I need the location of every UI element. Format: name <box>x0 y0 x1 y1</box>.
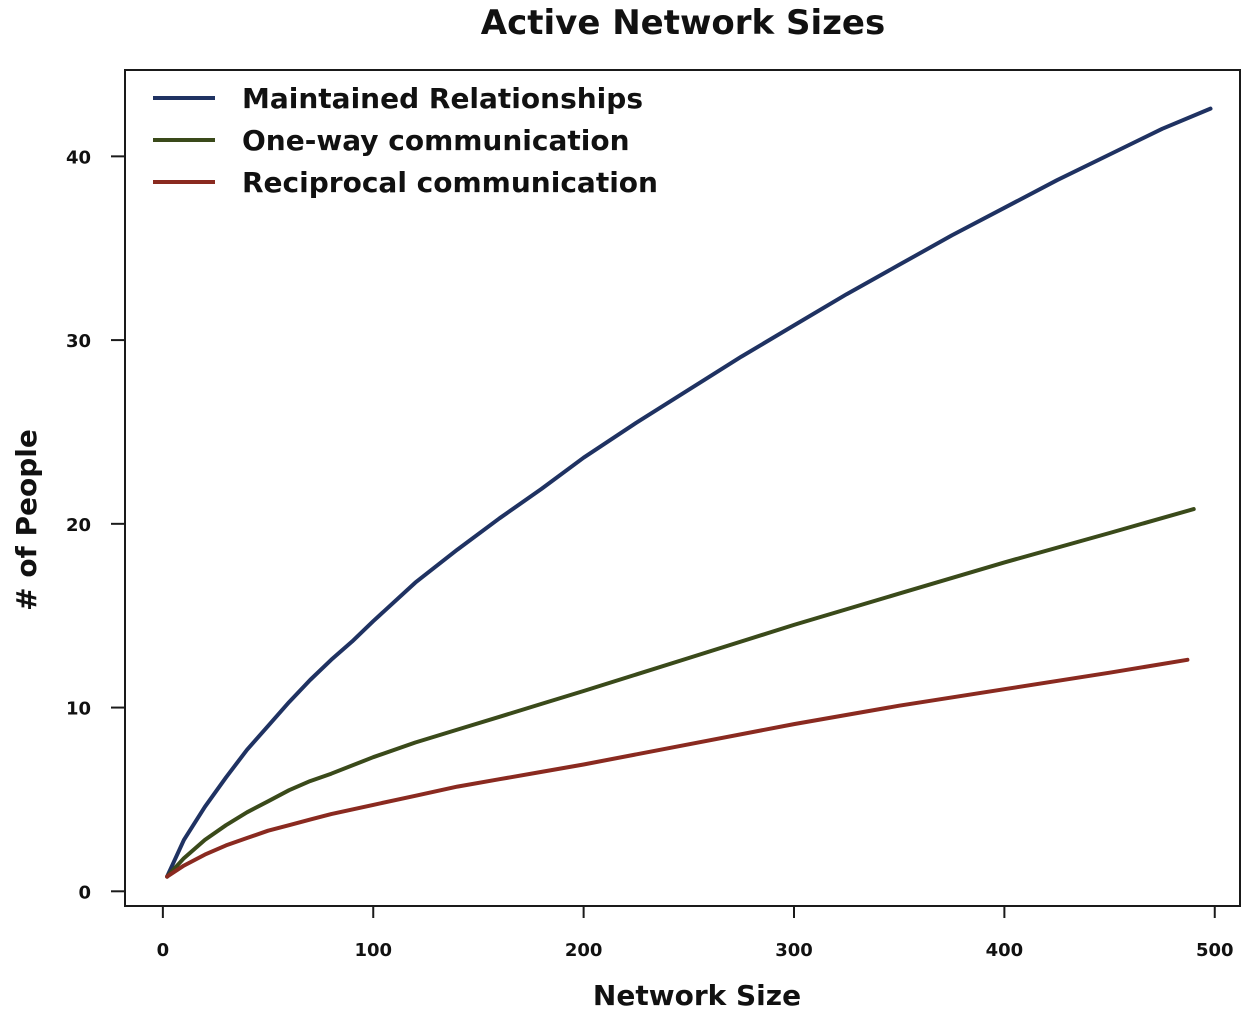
plot-frame <box>124 69 1241 907</box>
y-tick-label: 0 <box>78 882 91 903</box>
y-axis: 0 10 20 30 40 <box>66 147 125 903</box>
y-tick-label: 20 <box>66 515 91 536</box>
x-tick-label: 0 <box>157 940 170 961</box>
x-axis-label: Network Size <box>593 979 801 1012</box>
series-line-3 <box>165 657 1190 879</box>
x-tick-label: 200 <box>565 940 603 961</box>
series-line-1 <box>165 106 1213 879</box>
x-tick-label: 500 <box>1196 940 1234 961</box>
x-tick-label: 100 <box>354 940 392 961</box>
y-tick-label: 10 <box>66 699 91 720</box>
legend-label-3: Reciprocal communication <box>242 166 658 199</box>
legend: Maintained Relationships One-way communic… <box>153 82 658 199</box>
y-tick-label: 40 <box>66 147 91 168</box>
chart-title: Active Network Sizes <box>481 3 885 43</box>
series-lines <box>165 106 1213 879</box>
legend-label-2: One-way communication <box>242 124 630 157</box>
series-line-2 <box>165 507 1196 879</box>
x-axis: 0 100 200 300 400 500 <box>157 906 1234 961</box>
x-tick-label: 300 <box>775 940 813 961</box>
y-axis-label: # of People <box>10 429 43 611</box>
y-tick-label: 30 <box>66 331 91 352</box>
legend-label-1: Maintained Relationships <box>242 82 643 115</box>
x-tick-label: 400 <box>986 940 1024 961</box>
